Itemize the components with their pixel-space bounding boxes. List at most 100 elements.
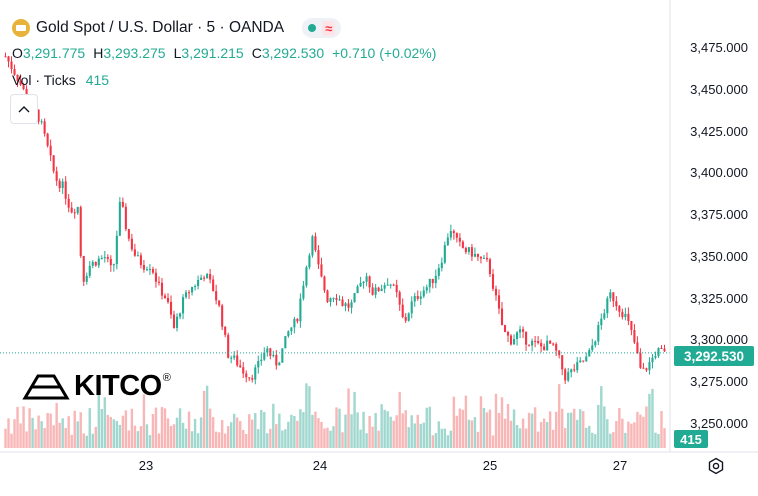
volume-bar: [202, 390, 206, 448]
kitco-watermark-logo: KITCO ®: [22, 370, 171, 403]
candle-body: [458, 237, 461, 242]
volume-bar: [434, 433, 438, 448]
price-tick-label: 3,250.000: [690, 416, 748, 431]
candle-body: [188, 292, 191, 294]
price-tick-label: 3,275.000: [690, 374, 748, 390]
candle-body: [7, 56, 10, 62]
volume-bar: [332, 426, 335, 448]
volume-bar: [386, 411, 389, 448]
candle-body: [645, 368, 648, 371]
volume-bar: [660, 411, 663, 448]
candle-body: [175, 316, 179, 328]
volume-bar: [530, 413, 534, 448]
volume-bar: [166, 418, 170, 448]
candle-body: [612, 292, 615, 302]
volume-bar: [557, 384, 561, 448]
candle-body: [82, 255, 85, 282]
volume-bar: [576, 419, 579, 448]
volume-legend[interactable]: Vol · Ticks 415: [12, 72, 109, 88]
volume-bar: [461, 409, 465, 448]
candle-body: [525, 331, 528, 345]
volume-bar: [169, 425, 173, 448]
volume-bar: [242, 429, 245, 448]
volume-bar: [573, 408, 576, 448]
volume-bar: [28, 408, 31, 448]
volume-bar: [359, 429, 362, 448]
candle-body: [380, 288, 383, 292]
volume-bar: [257, 429, 260, 448]
candle-body: [591, 345, 594, 351]
candle-body: [260, 359, 263, 361]
volume-bar: [109, 416, 113, 448]
price-tick-label: 3,300.000: [690, 332, 748, 348]
candle-body: [278, 362, 281, 366]
candle-body: [248, 377, 251, 379]
volume-bar: [82, 433, 85, 448]
candle-body: [651, 357, 654, 363]
candle-body: [236, 355, 239, 366]
volume-bar: [61, 418, 64, 448]
candle-body: [181, 297, 185, 314]
symbol-title[interactable]: Gold Spot / U.S. Dollar · 5 · OANDA: [36, 19, 285, 36]
candle-body: [103, 257, 106, 259]
volume-bar: [443, 428, 447, 448]
candle-body: [528, 344, 531, 346]
volume-bar: [455, 415, 459, 448]
candle-body: [287, 331, 290, 337]
volume-bar: [518, 428, 522, 448]
volume-bar: [145, 424, 149, 448]
volume-bar: [521, 418, 525, 448]
market-status-pill[interactable]: ≈: [302, 18, 342, 38]
volume-bar: [22, 406, 25, 448]
candle-body: [22, 84, 25, 89]
candle-body: [413, 296, 416, 302]
candle-body: [621, 311, 624, 318]
candle-body: [353, 292, 356, 303]
volume-bar: [645, 406, 648, 448]
chart-settings-button[interactable]: [706, 456, 726, 476]
volume-bar: [368, 415, 371, 448]
volume-bar: [266, 433, 269, 448]
volume-bar: [377, 430, 380, 448]
candle-body: [534, 340, 537, 342]
volume-bar: [97, 394, 100, 448]
candle-body: [124, 206, 127, 230]
volume-value: 415: [85, 72, 110, 88]
volume-bar: [356, 412, 359, 448]
candle-body: [392, 284, 395, 286]
volume-bar: [278, 413, 281, 448]
candle-body: [40, 121, 43, 123]
candle-body: [618, 306, 621, 312]
candle-body: [479, 256, 482, 259]
candle-body: [230, 357, 233, 359]
volume-bar: [263, 412, 266, 448]
volume-bar: [100, 409, 103, 448]
volume-bar: [55, 402, 58, 448]
candle-body: [239, 365, 242, 368]
candle-body: [425, 287, 428, 291]
collapse-legend-button[interactable]: [10, 94, 38, 124]
data-delay-wave-icon: ≈: [322, 20, 336, 36]
volume-bar: [317, 418, 320, 448]
candle-body: [594, 341, 597, 346]
ohlc-values: O3,291.775 H3,293.275 L3,291.215 C3,292.530…: [12, 45, 444, 61]
volume-bar: [476, 431, 480, 448]
candle-body: [431, 278, 434, 284]
low-key: L: [173, 45, 182, 61]
candle-body: [64, 181, 67, 199]
candle-body: [549, 340, 552, 344]
volume-bar: [452, 396, 456, 448]
volume-bar: [509, 420, 513, 448]
volume-bar: [431, 435, 434, 448]
candle-body: [151, 268, 155, 273]
volume-bar: [413, 423, 416, 448]
low-value: 3,291.215: [181, 45, 244, 61]
volume-bar: [446, 435, 450, 448]
candle-body: [79, 207, 82, 256]
volume-bar: [49, 413, 52, 448]
volume-bar: [389, 416, 392, 448]
candle-body: [482, 257, 486, 259]
candle-body: [654, 355, 657, 358]
volume-bar: [208, 408, 212, 448]
